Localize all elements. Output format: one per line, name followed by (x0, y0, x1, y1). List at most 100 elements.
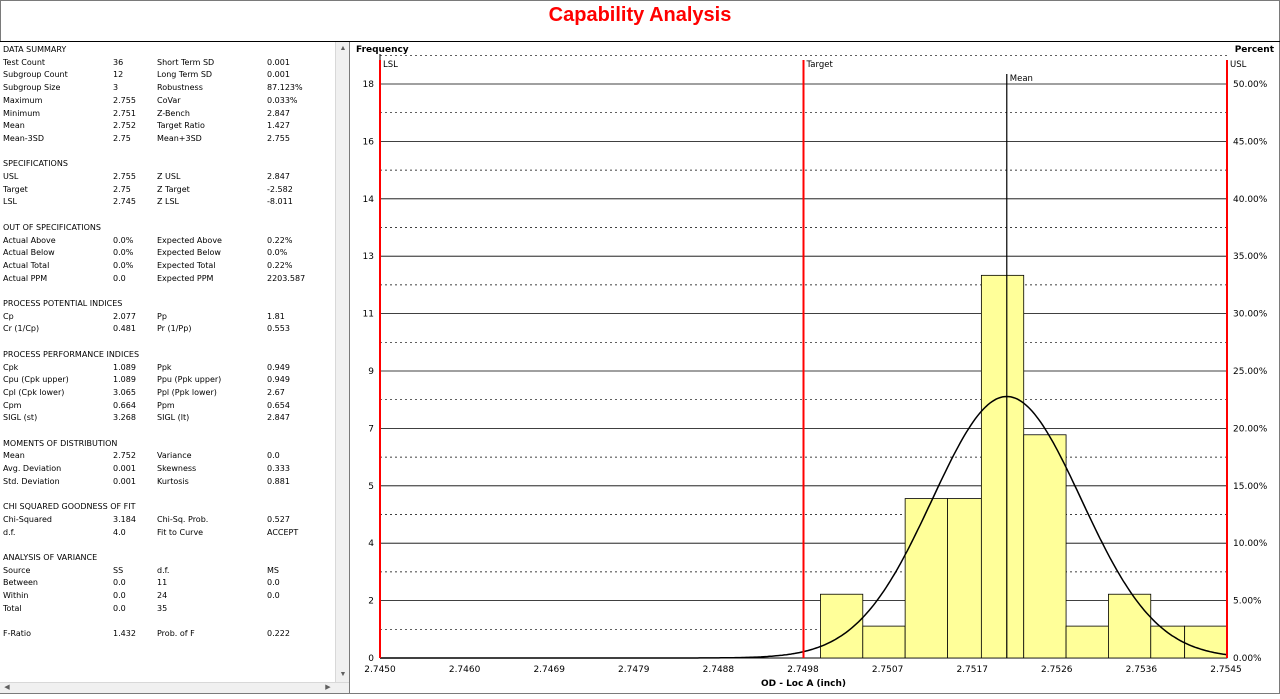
summary-cell: 0.881 (267, 476, 290, 486)
scroll-track[interactable] (338, 58, 348, 666)
summary-cell: 2.755 (113, 172, 136, 181)
y2-tick-label: 50.00% (1233, 80, 1268, 90)
scroll-up-arrow-icon[interactable]: ▲ (339, 45, 347, 52)
summary-cell: 2.751 (113, 108, 136, 118)
summary-cell: 0.22% (267, 235, 293, 245)
histogram-bar (1150, 625, 1186, 659)
y-tick-label: 13 (363, 252, 374, 262)
spec-line-label: Mean (1010, 74, 1033, 84)
section-header: PROCESS POTENTIAL INDICES (3, 299, 123, 308)
summary-cell: 2.745 (113, 197, 136, 207)
summary-cell: Z USL (157, 172, 181, 181)
title-divider (0, 41, 1280, 42)
summary-cell: Chi-Squared (3, 514, 53, 524)
summary-cell: 0.033% (267, 95, 298, 105)
summary-cell: Target (3, 184, 28, 194)
summary-cell: Cr (1/Cp) (3, 324, 40, 334)
summary-cell: 1.427 (267, 121, 290, 131)
y2-tick-label: 40.00% (1233, 195, 1268, 205)
scroll-right-arrow-icon[interactable]: ▶ (325, 684, 331, 691)
x-tick-label: 2.7526 (1041, 665, 1073, 675)
summary-cell: Expected Below (157, 248, 221, 258)
summary-cell: 2.67 (267, 387, 285, 397)
histogram-bar (947, 498, 982, 659)
x-tick-label: 2.7488 (703, 665, 735, 675)
summary-cell: 0.654 (267, 400, 290, 410)
section-header: SPECIFICATIONS (3, 159, 68, 169)
summary-cell: 3.184 (113, 514, 136, 524)
y2-tick-label: 0.00% (1233, 654, 1262, 664)
summary-cell: F-Ratio (3, 629, 32, 639)
summary-cell: Ppm (157, 400, 175, 410)
summary-cell: -8.011 (267, 197, 293, 207)
histogram-svg: 0 0.00%2 5.00%4 10.00%5 15.00%7 20.00%9 25.00%… (356, 45, 1275, 689)
summary-cell: Cp (3, 311, 14, 321)
summary-cell: Actual Total (3, 260, 50, 270)
vertical-scrollbar[interactable]: ▲ ▼ (335, 42, 349, 682)
summary-cell: Target Ratio (157, 121, 205, 131)
histogram-bar (1023, 434, 1067, 659)
histogram-bar (980, 274, 1025, 659)
summary-cell: 0.0 (113, 603, 126, 613)
summary-cell: Z-Bench (157, 108, 190, 118)
summary-cell: Pp (157, 311, 167, 321)
summary-cell: 12 (113, 70, 124, 80)
scroll-down-arrow-icon[interactable]: ▼ (339, 671, 347, 678)
summary-cell: 0.0 (113, 578, 126, 588)
summary-cell: 0.949 (267, 362, 290, 372)
section-header: DATA SUMMARY (3, 45, 67, 54)
summary-cell: Maximum (3, 95, 43, 105)
summary-cell: Mean-3SD (3, 133, 45, 143)
summary-cell: Cpl (Cpk lower) (3, 387, 65, 397)
y-tick-label: 0 (368, 654, 374, 664)
summary-cell: 11 (157, 578, 168, 588)
summary-cell: Z Target (157, 184, 190, 194)
summary-cell: Pr (1/Pp) (157, 324, 192, 334)
summary-cell: Actual Above (3, 235, 56, 245)
summary-cell: Kurtosis (157, 476, 189, 486)
summary-cell: 0.553 (267, 324, 290, 334)
summary-cell: Source (3, 565, 31, 575)
y-tick-label: 16 (363, 137, 375, 147)
y-tick-label: 14 (363, 195, 375, 205)
y-tick-label: 7 (368, 424, 374, 434)
horizontal-scrollbar[interactable]: ◀ ▶ (0, 682, 349, 693)
section-header: MOMENTS OF DISTRIBUTION (3, 438, 118, 448)
summary-cell: 0.0% (113, 235, 134, 245)
summary-cell: Subgroup Size (3, 83, 61, 93)
summary-cell: 2.847 (267, 108, 290, 118)
scroll-left-arrow-icon[interactable]: ◀ (4, 684, 10, 691)
summary-cell: 1.81 (267, 311, 285, 321)
summary-cell: 2.75 (113, 133, 131, 143)
summary-cell: 0.0 (113, 591, 126, 601)
summary-cell: Expected Total (157, 260, 216, 270)
summary-cell: Avg. Deviation (3, 464, 62, 474)
summary-cell: 2.752 (113, 121, 136, 131)
x-tick-label: 2.7507 (872, 665, 904, 675)
summary-cell: 3.268 (113, 413, 136, 423)
summary-cell: CoVar (157, 95, 181, 105)
summary-cell: 0.0% (267, 248, 288, 258)
spec-line-label: USL (1230, 60, 1247, 70)
summary-cell: Expected PPM (157, 273, 214, 283)
spec-line-label: LSL (383, 60, 398, 70)
y2-tick-label: 10.00% (1233, 539, 1268, 549)
summary-cell: 2.755 (113, 95, 136, 105)
x-tick-label: 2.7450 (364, 665, 396, 675)
section-header: ANALYSIS OF VARIANCE (3, 553, 98, 562)
y-tick-label: 4 (368, 539, 374, 549)
y-tick-label: 2 (368, 597, 374, 607)
y2-tick-label: 30.00% (1233, 310, 1268, 320)
histogram-bar (820, 593, 864, 659)
section-header: OUT OF SPECIFICATIONS (3, 222, 101, 232)
summary-cell: Short Term SD (157, 57, 215, 67)
section-header: PROCESS PERFORMANCE INDICES (3, 349, 140, 359)
summary-cell: Total (3, 603, 22, 613)
summary-cell: 0.222 (267, 629, 290, 639)
x-tick-label: 2.7536 (1126, 665, 1158, 675)
summary-cell: 0.22% (267, 260, 293, 270)
summary-cell: 0.001 (113, 476, 136, 486)
summary-cell: d.f. (3, 527, 16, 537)
x-tick-label: 2.7517 (956, 665, 988, 675)
summary-cell: 0.0 (113, 273, 126, 283)
